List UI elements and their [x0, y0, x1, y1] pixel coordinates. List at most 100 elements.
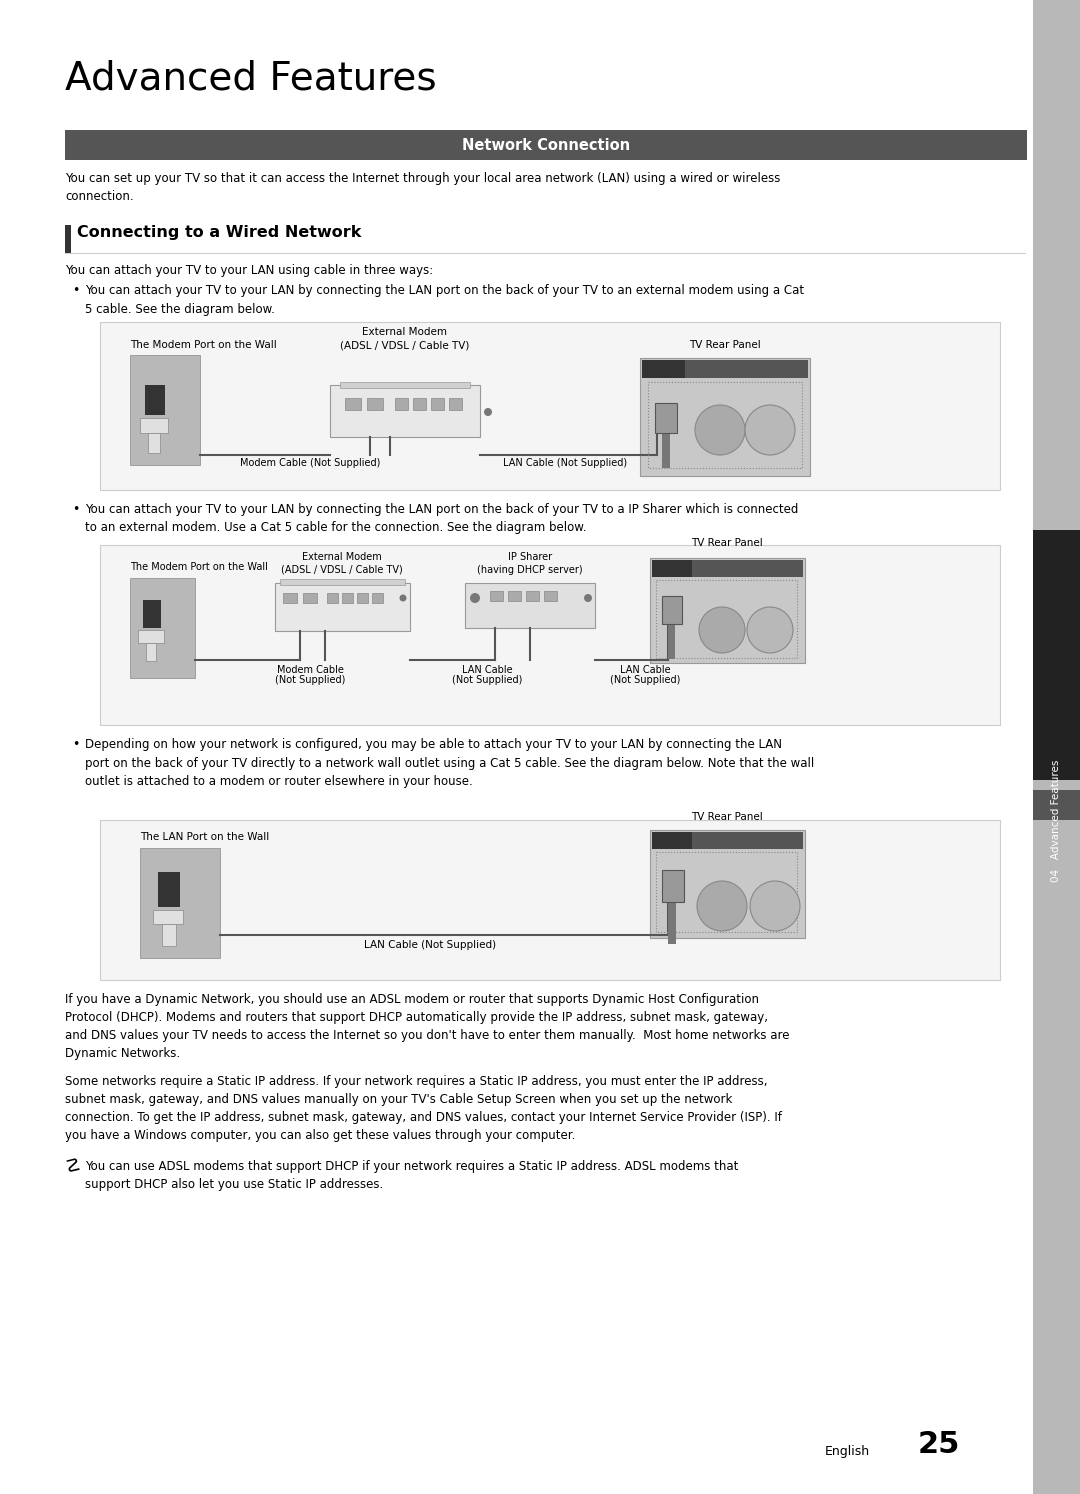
- Bar: [162, 923, 176, 946]
- Bar: [662, 596, 681, 624]
- Text: You can attach your TV to your LAN by connecting the LAN port on the back of you: You can attach your TV to your LAN by co…: [85, 284, 805, 315]
- Bar: [283, 593, 297, 604]
- Bar: [652, 560, 692, 577]
- Text: 04   Advanced Features: 04 Advanced Features: [1051, 760, 1061, 883]
- Text: LAN Cable: LAN Cable: [620, 665, 671, 675]
- Text: The LAN Port on the Wall: The LAN Port on the Wall: [140, 832, 269, 843]
- Bar: [656, 580, 797, 657]
- Bar: [431, 397, 444, 409]
- Circle shape: [484, 408, 492, 415]
- Bar: [449, 397, 462, 409]
- Bar: [652, 560, 804, 577]
- Bar: [662, 870, 684, 902]
- Bar: [652, 832, 804, 849]
- Bar: [100, 545, 1000, 725]
- Bar: [65, 130, 1027, 160]
- Bar: [642, 360, 685, 378]
- Text: Modem Cable: Modem Cable: [276, 665, 343, 675]
- Bar: [640, 359, 810, 477]
- Text: You can attach your TV to your LAN using cable in three ways:: You can attach your TV to your LAN using…: [65, 264, 433, 276]
- Bar: [1032, 530, 1080, 780]
- Bar: [652, 832, 692, 849]
- Bar: [145, 385, 165, 415]
- Bar: [544, 592, 557, 601]
- Bar: [662, 433, 670, 468]
- Text: LAN: LAN: [652, 362, 672, 371]
- Text: •: •: [72, 503, 79, 515]
- Text: ☡: ☡: [65, 1158, 81, 1176]
- Bar: [158, 872, 180, 907]
- Text: You can use ADSL modems that support DHCP if your network requires a Static IP a: You can use ADSL modems that support DHC…: [85, 1159, 739, 1191]
- Text: ANT IN: ANT IN: [703, 366, 727, 372]
- Circle shape: [747, 607, 793, 653]
- Bar: [413, 397, 426, 409]
- Text: LAN: LAN: [663, 837, 679, 843]
- Text: 25: 25: [918, 1430, 960, 1460]
- Bar: [372, 593, 383, 604]
- Text: IP Sharer
(having DHCP server): IP Sharer (having DHCP server): [477, 551, 583, 575]
- Bar: [100, 820, 1000, 980]
- Bar: [275, 583, 410, 630]
- Circle shape: [584, 595, 592, 602]
- Text: You can attach your TV to your LAN by connecting the LAN port on the back of you: You can attach your TV to your LAN by co…: [85, 503, 798, 535]
- Text: TV Rear Panel: TV Rear Panel: [689, 341, 761, 350]
- Text: (Not Supplied): (Not Supplied): [610, 675, 680, 686]
- Text: LAN Cable (Not Supplied): LAN Cable (Not Supplied): [503, 459, 627, 468]
- Text: ANT IN: ANT IN: [712, 838, 732, 843]
- Bar: [148, 433, 160, 453]
- Bar: [345, 397, 361, 409]
- Text: External Modem
(ADSL / VDSL / Cable TV): External Modem (ADSL / VDSL / Cable TV): [281, 551, 403, 575]
- Bar: [654, 403, 677, 433]
- Text: The Modem Port on the Wall: The Modem Port on the Wall: [130, 562, 268, 572]
- Circle shape: [697, 881, 747, 931]
- Text: Network Connection: Network Connection: [462, 137, 630, 152]
- Bar: [303, 593, 318, 604]
- Text: •: •: [72, 738, 79, 751]
- Text: English: English: [825, 1445, 870, 1458]
- Text: LAN Cable (Not Supplied): LAN Cable (Not Supplied): [364, 940, 496, 950]
- Bar: [642, 360, 808, 378]
- Circle shape: [745, 405, 795, 456]
- Bar: [327, 593, 338, 604]
- Text: Advanced Features: Advanced Features: [65, 60, 436, 99]
- Text: TV Rear Panel: TV Rear Panel: [691, 538, 762, 548]
- Bar: [465, 583, 595, 627]
- Text: LAN Cable: LAN Cable: [461, 665, 512, 675]
- Text: Depending on how your network is configured, you may be able to attach your TV t: Depending on how your network is configu…: [85, 738, 814, 787]
- Bar: [1032, 790, 1080, 820]
- Bar: [130, 356, 200, 465]
- Text: Some networks require a Static IP address. If your network requires a Static IP : Some networks require a Static IP addres…: [65, 1076, 782, 1141]
- Text: LAN: LAN: [663, 565, 679, 571]
- Text: The Modem Port on the Wall: The Modem Port on the Wall: [130, 341, 276, 350]
- Bar: [342, 593, 353, 604]
- Bar: [648, 382, 802, 468]
- Bar: [280, 580, 405, 586]
- Bar: [65, 226, 71, 252]
- Bar: [1032, 0, 1080, 1494]
- Bar: [340, 382, 470, 388]
- Bar: [367, 397, 383, 409]
- Bar: [669, 902, 676, 944]
- Bar: [143, 601, 161, 627]
- Bar: [138, 630, 164, 642]
- Bar: [656, 852, 797, 932]
- Bar: [146, 642, 156, 660]
- Circle shape: [699, 607, 745, 653]
- Bar: [357, 593, 368, 604]
- Text: •: •: [72, 284, 79, 297]
- Text: (Not Supplied): (Not Supplied): [274, 675, 346, 686]
- Bar: [526, 592, 539, 601]
- Text: Connecting to a Wired Network: Connecting to a Wired Network: [77, 226, 362, 241]
- Bar: [650, 831, 805, 938]
- Text: TV Rear Panel: TV Rear Panel: [691, 813, 762, 822]
- Text: You can set up your TV so that it can access the Internet through your local are: You can set up your TV so that it can ac…: [65, 172, 781, 203]
- Text: LAN: LAN: [653, 365, 671, 374]
- Bar: [330, 385, 480, 438]
- Text: (Not Supplied): (Not Supplied): [451, 675, 523, 686]
- Bar: [130, 578, 195, 678]
- Bar: [669, 624, 675, 659]
- Bar: [100, 323, 1000, 490]
- Circle shape: [400, 595, 406, 602]
- Bar: [650, 557, 805, 663]
- Circle shape: [470, 593, 480, 604]
